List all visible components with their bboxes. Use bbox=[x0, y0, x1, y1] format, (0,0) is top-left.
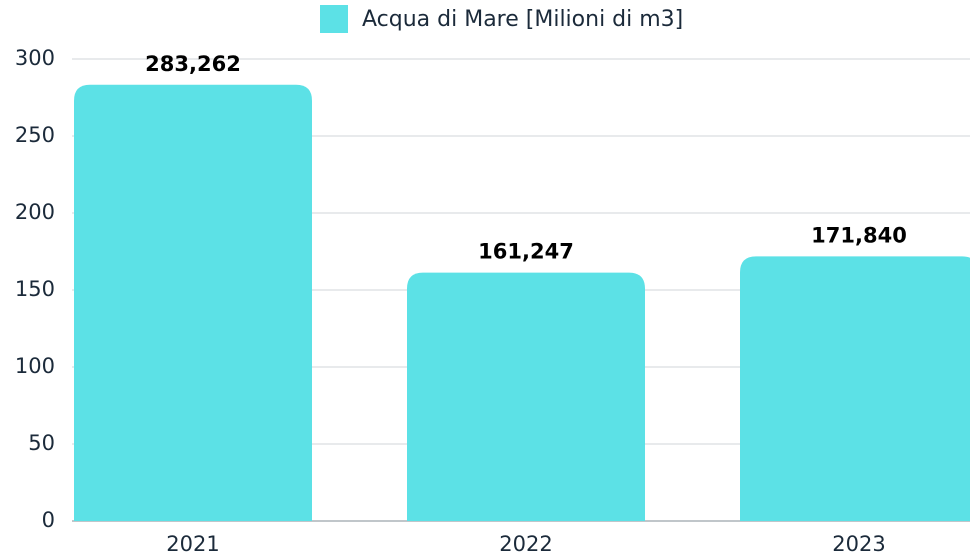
x-tick-label: 2022 bbox=[499, 532, 552, 556]
x-tick-label: 2021 bbox=[166, 532, 219, 556]
value-label: 171,840 bbox=[811, 223, 907, 247]
y-tick-label: 300 bbox=[15, 46, 55, 70]
y-tick-label: 0 bbox=[42, 508, 55, 532]
y-tick-label: 50 bbox=[28, 431, 55, 455]
legend-label: Acqua di Mare [Milioni di m3] bbox=[362, 7, 683, 32]
bar bbox=[74, 84, 312, 521]
x-tick-label: 2023 bbox=[832, 532, 885, 556]
y-tick-label: 250 bbox=[15, 123, 55, 147]
value-label: 161,247 bbox=[478, 240, 574, 264]
legend-swatch bbox=[320, 5, 348, 33]
y-tick-label: 150 bbox=[15, 277, 55, 301]
y-tick-label: 200 bbox=[15, 200, 55, 224]
y-tick-label: 100 bbox=[15, 354, 55, 378]
value-label: 283,262 bbox=[145, 52, 241, 76]
bar bbox=[407, 272, 645, 521]
bar bbox=[740, 256, 970, 521]
